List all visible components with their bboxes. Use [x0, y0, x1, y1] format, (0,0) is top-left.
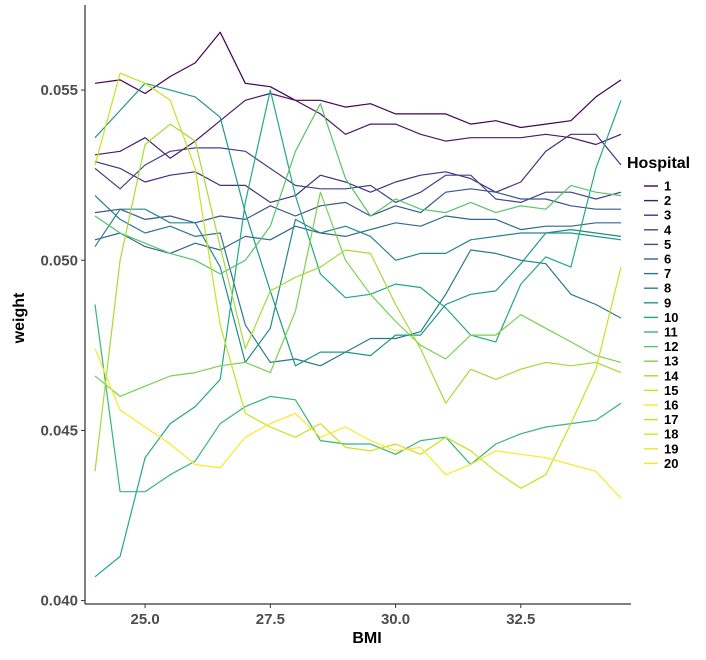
series-line-hospital-9 [94, 82, 622, 367]
legend-item: 2 [644, 193, 671, 208]
y-tick-label: 0.040 [40, 593, 78, 610]
legend-item: 13 [644, 354, 678, 369]
x-axis-title: BMI [352, 630, 381, 647]
series-lines [94, 31, 622, 578]
series-line-hospital-5 [94, 188, 621, 224]
legend-label: 8 [664, 281, 671, 296]
x-tick-label: 25.0 [131, 611, 160, 628]
series-line-hospital-15 [94, 72, 622, 489]
legend-label: 20 [664, 456, 678, 471]
legend-item: 11 [644, 325, 678, 340]
y-tick-label: 0.050 [40, 252, 78, 269]
y-ticks: 0.040 0.045 0.050 0.055 [40, 82, 85, 610]
legend-item: 7 [644, 266, 671, 281]
legend-item: 12 [644, 339, 678, 354]
series-line-hospital-1 [94, 31, 622, 129]
x-tick-label: 30.0 [381, 611, 410, 628]
legend-label: 12 [664, 339, 678, 354]
y-tick-label: 0.055 [40, 82, 78, 99]
legend-item: 8 [644, 281, 671, 296]
legend-label: 11 [664, 325, 678, 340]
legend-item: 20 [644, 456, 678, 471]
legend-label: 1 [664, 179, 671, 194]
series-line-hospital-16 [94, 348, 622, 499]
x-tick-label: 32.5 [506, 611, 535, 628]
series-line-hospital-14 [94, 123, 622, 472]
legend-item: 16 [644, 398, 678, 413]
series-line-hospital-4 [94, 147, 622, 203]
legend-label: 7 [664, 266, 671, 281]
legend-item: 3 [644, 208, 671, 223]
legend-label: 10 [664, 310, 678, 325]
y-tick-label: 0.045 [40, 422, 78, 439]
legend-label: 4 [664, 222, 672, 237]
legend-title: Hospital [627, 155, 690, 172]
legend-item: 18 [644, 427, 678, 442]
legend-label: 15 [664, 383, 678, 398]
plot-area: 25.0 27.5 30.0 32.5 0.040 0.045 0.050 0.055 [40, 5, 631, 628]
legend-label: 3 [664, 208, 671, 223]
legend-label: 6 [664, 252, 671, 267]
y-axis-title: weight [11, 292, 28, 344]
legend-label: 16 [664, 398, 678, 413]
legend-item: 14 [644, 368, 679, 383]
legend-label: 18 [664, 427, 678, 442]
legend-item: 6 [644, 252, 671, 267]
x-tick-label: 27.5 [256, 611, 285, 628]
series-line-hospital-2 [94, 92, 622, 159]
legend-item: 5 [644, 237, 671, 252]
legend-item: 17 [644, 412, 678, 427]
legend-item: 4 [644, 222, 672, 237]
legend-label: 5 [664, 237, 671, 252]
series-line-hospital-10 [94, 89, 622, 578]
legend-item: 10 [644, 310, 678, 325]
x-ticks: 25.0 27.5 30.0 32.5 [131, 604, 535, 628]
series-line-hospital-11 [94, 304, 622, 493]
series-line-hospital-6 [94, 215, 621, 254]
legend-item: 1 [644, 179, 671, 194]
legend-item: 19 [644, 441, 678, 456]
legend-label: 9 [664, 295, 671, 310]
legend-item: 15 [644, 383, 678, 398]
legend-label: 17 [664, 412, 678, 427]
legend-label: 14 [664, 368, 679, 383]
series-line-hospital-13 [94, 191, 622, 397]
series-line-hospital-7 [94, 195, 622, 367]
legend-label: 19 [664, 441, 678, 456]
legend-label: 13 [664, 354, 678, 369]
series-line-hospital-8 [94, 208, 622, 363]
legend-item: 9 [644, 295, 671, 310]
legend-label: 2 [664, 193, 671, 208]
series-line-hospital-3 [94, 133, 622, 203]
series-line-hospital-12 [94, 103, 622, 275]
